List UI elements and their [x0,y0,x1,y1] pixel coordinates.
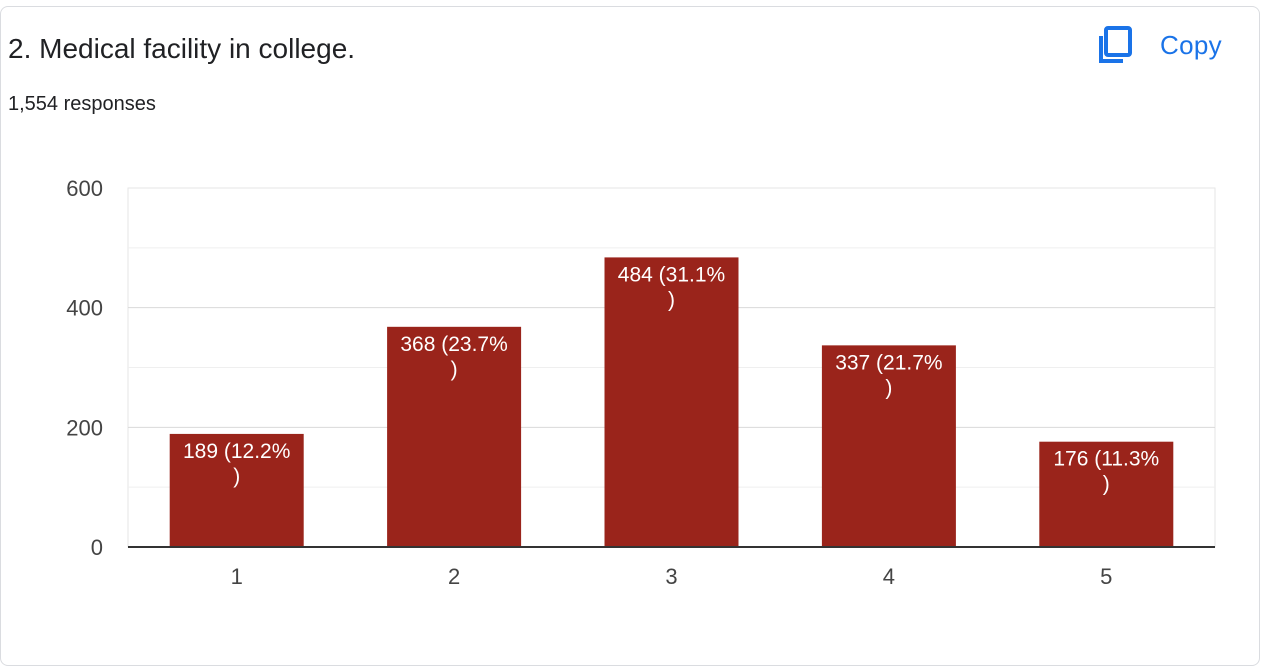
x-tick-label: 3 [665,564,677,589]
bar-chart: 0 200 400 600 189 (12.2%) 1 368 (23.7%) 2 484 (3… [66,176,1216,589]
copy-icon [1099,26,1132,63]
bar-data-label: 176 (11.3%) [1053,448,1159,496]
copy-button[interactable]: Copy [1096,22,1246,68]
bar [1039,441,1174,547]
bar-data-label: 189 (12.2%) [183,440,290,488]
copy-label: Copy [1160,30,1222,60]
bar-data-label: 337 (21.7%) [835,351,942,399]
y-tick-label: 200 [66,415,103,440]
bar [169,433,304,547]
bar [604,257,739,547]
question-title: 2. Medical facility in college. [8,33,356,64]
x-tick-label: 2 [448,564,460,589]
y-tick-label: 0 [91,535,103,560]
bar-data-label: 484 (31.1%) [618,263,725,311]
y-tick-label: 400 [66,296,103,321]
x-tick-label: 1 [231,564,243,589]
bar-data-label: 368 (23.7%) [400,333,507,381]
bar [821,345,956,547]
bar [387,326,522,547]
response-count: 1,554 responses [8,93,156,115]
x-tick-label: 5 [1100,564,1112,589]
y-tick-label: 600 [66,176,103,201]
x-tick-label: 4 [883,564,895,589]
